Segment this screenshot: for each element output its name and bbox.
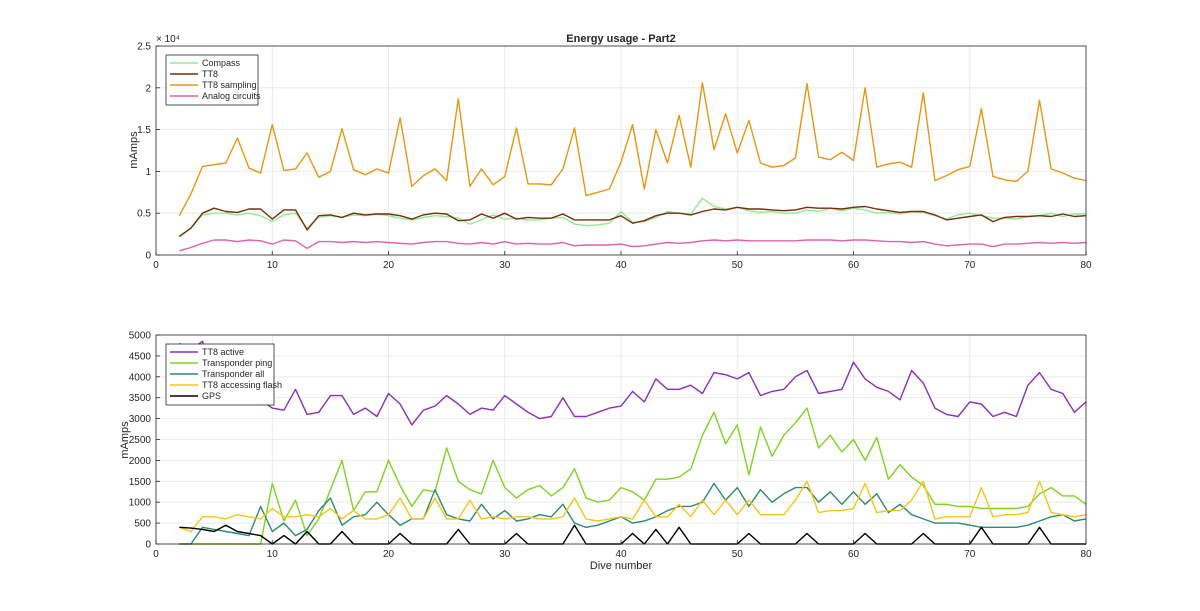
series-line-tt8 xyxy=(178,205,1087,238)
y-tick-label: 1500 xyxy=(129,477,152,488)
y-tick-label: 0.5 xyxy=(137,209,151,220)
x-tick-label: 40 xyxy=(615,260,627,271)
y-axis-label: mAmps xyxy=(128,131,140,169)
x-tick-label: 70 xyxy=(964,260,976,271)
y-tick-label: 1.5 xyxy=(137,125,151,136)
series-line-transponder-all xyxy=(179,482,1087,545)
y-tick-label: 500 xyxy=(134,519,151,530)
y-tick-label: 5000 xyxy=(129,331,152,342)
x-tick-label: 30 xyxy=(499,549,511,560)
x-tick-label: 60 xyxy=(848,549,860,560)
y-tick-label: 2 xyxy=(145,83,151,94)
chart-title: Energy usage - Part2 xyxy=(566,33,675,45)
y-tick-label: 4500 xyxy=(129,351,152,362)
x-tick-label: 40 xyxy=(615,549,627,560)
legend-entry[interactable]: Transponder all xyxy=(202,369,264,379)
x-axis-label: Dive number xyxy=(590,560,653,572)
y-tick-label: 3500 xyxy=(129,393,152,404)
y-tick-label: 4000 xyxy=(129,372,152,383)
x-tick-label: 80 xyxy=(1080,549,1092,560)
energy-usage-chart: 0 10 20 30 40 50 60 70 80 0 0.5 1 1.5 2 2.5 Energy usa… xyxy=(128,33,1092,271)
y-tick-label: 1 xyxy=(145,167,151,178)
series-line-tt8-accessing-flash xyxy=(179,480,1087,533)
legend-entry[interactable]: GPS xyxy=(202,391,221,401)
x-tick-label: 50 xyxy=(732,549,744,560)
y-tick-label: 2.5 xyxy=(137,42,151,53)
x-tick-label: 10 xyxy=(267,549,279,560)
legend-entry[interactable]: Analog circuits xyxy=(202,91,261,101)
legend-entry[interactable]: TT8 xyxy=(202,69,218,79)
tick-group: 0 10 20 30 40 50 60 70 80 0 0.5 1 1.5 2 2.5 xyxy=(137,42,1092,272)
y-axis-label: mAmps xyxy=(119,421,131,459)
x-tick-label: 20 xyxy=(383,549,395,560)
legend-entry[interactable]: TT8 sampling xyxy=(202,80,257,90)
y-tick-label: 2000 xyxy=(129,456,152,467)
y-tick-label: 0 xyxy=(145,540,151,551)
x-tick-label: 10 xyxy=(267,260,279,271)
y-multiplier: × 10⁴ xyxy=(156,34,180,45)
x-tick-label: 60 xyxy=(848,260,860,271)
x-tick-label: 70 xyxy=(964,549,976,560)
tick-group: 0 10 20 30 40 50 60 70 80 0 500 1000 1500 2000 2500 300… xyxy=(129,331,1092,561)
y-tick-label: 3000 xyxy=(129,414,152,425)
legend-entry[interactable]: TT8 accessing flash xyxy=(202,380,282,390)
series-line-tt8-active xyxy=(178,340,1087,426)
series-line-tt8-sampling xyxy=(178,82,1087,217)
legend-entry[interactable]: Transponder ping xyxy=(202,358,272,368)
x-tick-label: 20 xyxy=(383,260,395,271)
current-draw-chart: 0 10 20 30 40 50 60 70 80 0 500 1000 1500 2000 2500 300… xyxy=(119,331,1092,573)
series-group xyxy=(178,82,1087,252)
y-tick-label: 0 xyxy=(145,251,151,262)
legend-entry[interactable]: Compass xyxy=(202,58,241,68)
x-tick-label: 0 xyxy=(153,549,159,560)
x-tick-label: 30 xyxy=(499,260,511,271)
series-line-analog-circuits xyxy=(179,239,1087,252)
legend-entry[interactable]: TT8 active xyxy=(202,347,244,357)
y-tick-label: 2500 xyxy=(129,435,152,446)
series-line-transponder-ping xyxy=(179,407,1087,545)
x-tick-label: 80 xyxy=(1080,260,1092,271)
x-tick-label: 0 xyxy=(153,260,159,271)
x-tick-label: 50 xyxy=(732,260,744,271)
y-tick-label: 1000 xyxy=(129,498,152,509)
